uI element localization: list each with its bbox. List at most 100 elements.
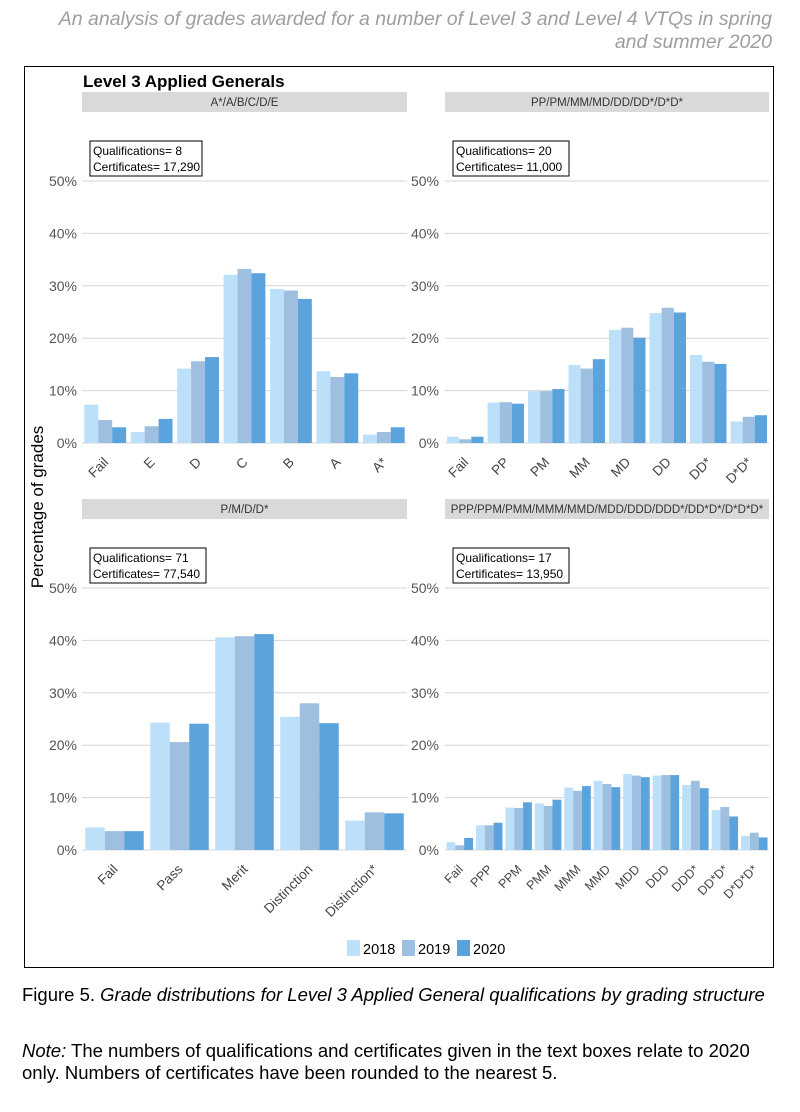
info-box-line: Qualifications= 17 — [456, 551, 552, 565]
y-tick-label: 10% — [49, 790, 77, 806]
chart-panels: A*/A/B/C/D/E 0% 10% 20% 30% 40% 50% Fail E D C B A A*… — [49, 92, 769, 920]
bar-D-2018 — [177, 368, 192, 443]
bar-MM-2020 — [592, 359, 605, 443]
bar-D*D*-2019 — [742, 416, 755, 443]
x-tick-label: PP — [489, 455, 512, 478]
legend-label-2019: 2019 — [418, 942, 450, 958]
bar-MDD-2020 — [640, 777, 650, 850]
bar-C-2019 — [237, 269, 252, 443]
bar-MM-2019 — [580, 368, 593, 443]
legend-label-2020: 2020 — [473, 942, 505, 958]
info-box: Qualifications= 20 Certificates= 11,000 — [452, 140, 570, 177]
bar-A-2020 — [344, 373, 359, 443]
bar-C-2020 — [251, 273, 266, 443]
info-box: Qualifications= 17 Certificates= 13,950 — [452, 547, 570, 584]
y-tick-label: 0% — [57, 842, 77, 858]
x-tick-label: MMD — [582, 862, 613, 893]
y-tick-label: 40% — [49, 225, 77, 241]
bar-MDD-2019 — [632, 775, 641, 850]
x-tick-label: Merit — [219, 861, 251, 893]
bar-DD-2019 — [661, 307, 674, 443]
bar-B-2019 — [283, 290, 298, 443]
bar-Distinction-2018 — [280, 716, 300, 850]
bar-PPP-2020 — [493, 822, 503, 850]
bar-MMM-2020 — [581, 786, 591, 850]
bar-PM-2018 — [528, 391, 541, 443]
x-tick-label: D — [187, 454, 205, 472]
bar-Fail-2020 — [124, 831, 144, 850]
bar-D*D*D*-2020 — [758, 837, 768, 850]
bar-PM-2020 — [552, 389, 565, 443]
x-tick-label: A* — [369, 454, 390, 475]
x-tick-label: C — [233, 454, 251, 472]
bar-MD-2020 — [633, 337, 646, 443]
bar-DD*D*-2019 — [720, 807, 730, 850]
x-tick-label: MM — [566, 455, 593, 482]
panel-strip-label: P/M/D/D* — [221, 504, 269, 516]
chart-panel-top-right: PP/PM/MM/MD/DD/DD*/D*D* 0% 10% 20% 30% 40% 50%… — [411, 92, 769, 486]
bar-PP-2020 — [511, 403, 524, 443]
bar-MMD-2018 — [593, 780, 603, 850]
x-tick-label: Fail — [445, 455, 471, 481]
x-tick-label: MDD — [613, 862, 643, 892]
figure-caption: Figure 5. Grade distributions for Level … — [22, 984, 782, 1006]
panel-strip-label: A*/A/B/C/D/E — [211, 97, 279, 109]
bar-MMD-2019 — [602, 783, 612, 850]
y-tick-label: 20% — [49, 737, 77, 753]
bar-MD-2018 — [609, 329, 622, 443]
info-box-frame — [89, 547, 207, 584]
bar-Distinction*-2018 — [345, 820, 365, 850]
x-tick-label: Fail — [95, 862, 121, 888]
bar-DD*D*-2018 — [711, 810, 721, 850]
bar-Fail-2020 — [471, 436, 484, 443]
bar-Merit-2020 — [254, 634, 274, 850]
bar-Fail-2019 — [455, 845, 465, 850]
x-tick-label: A — [326, 455, 343, 472]
bar-DD*-2020 — [714, 363, 727, 443]
bar-D*D*-2018 — [730, 421, 743, 443]
legend-swatch-2019 — [402, 940, 415, 956]
bar-E-2019 — [144, 426, 159, 443]
x-tick-label: D*D* — [723, 454, 755, 486]
caption-text: Grade distributions for Level 3 Applied … — [100, 984, 765, 1005]
info-box-line: Certificates= 13,950 — [456, 567, 563, 581]
bar-Fail-2019 — [459, 439, 472, 443]
y-tick-label: 50% — [411, 580, 439, 596]
x-tick-label: Distinction* — [322, 861, 381, 920]
y-tick-label: 10% — [411, 383, 439, 399]
x-tick-label: Fail — [442, 862, 466, 886]
info-box-frame — [452, 140, 570, 177]
note-label: Note: — [22, 1040, 67, 1061]
y-tick-label: 30% — [411, 278, 439, 294]
y-tick-label: 0% — [57, 435, 77, 451]
bar-Distinction-2020 — [319, 723, 339, 850]
y-tick-label: 0% — [419, 435, 439, 451]
y-tick-label: 40% — [411, 225, 439, 241]
bar-DDD-2020 — [670, 775, 680, 850]
legend-swatch-2020 — [457, 940, 470, 956]
info-box: Qualifications= 71 Certificates= 77,540 — [89, 547, 207, 584]
panel-strip — [445, 92, 769, 112]
info-box-line: Certificates= 11,000 — [456, 160, 562, 174]
x-tick-label: Fail — [85, 455, 111, 481]
y-tick-label: 30% — [49, 278, 77, 294]
info-box-frame — [452, 547, 570, 584]
x-tick-label: B — [280, 455, 297, 472]
bar-MMD-2020 — [611, 787, 621, 850]
bar-A-2019 — [330, 376, 345, 443]
y-tick-label: 40% — [49, 632, 77, 648]
y-tick-label: 30% — [49, 685, 77, 701]
bar-A*-2020 — [390, 427, 405, 443]
bar-Fail-2018 — [85, 827, 105, 850]
legend-label-2018: 2018 — [363, 942, 395, 958]
bar-DDD*-2018 — [682, 785, 691, 850]
x-tick-label: E — [141, 455, 158, 472]
chart-panel-bottom-left: P/M/D/D* 0% 10% 20% 30% 40% 50% Fail Pass Merit Di… — [49, 499, 407, 920]
y-tick-label: 20% — [49, 330, 77, 346]
bar-DD-2018 — [649, 313, 662, 443]
bar-PPM-2020 — [523, 802, 532, 850]
x-tick-label: MD — [608, 454, 634, 480]
x-tick-label: PPP — [468, 862, 496, 890]
bar-D*D*-2020 — [754, 415, 767, 443]
bar-E-2018 — [130, 431, 145, 443]
